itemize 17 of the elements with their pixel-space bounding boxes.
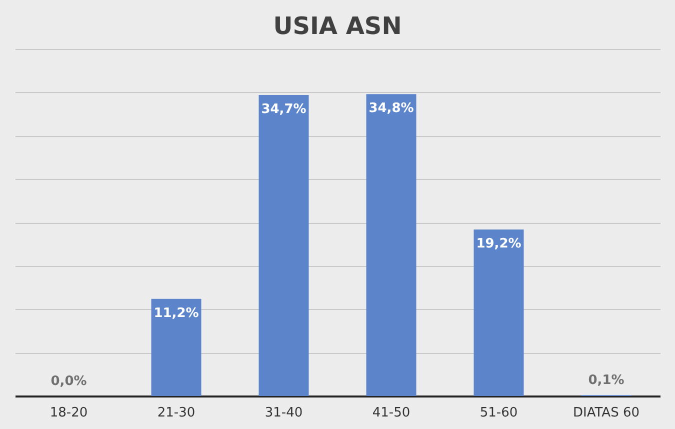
chart-title: USIA ASN [273, 12, 402, 40]
bar [151, 298, 202, 396]
x-tick-label: 51-60 [480, 406, 518, 420]
x-tick-label: 18-20 [50, 406, 88, 420]
bar [258, 94, 309, 396]
x-tick-label: 21-30 [157, 406, 196, 420]
bar [474, 229, 524, 396]
data-label: 34,8% [368, 101, 414, 116]
data-label: 34,7% [261, 102, 306, 117]
data-label: 0,0% [50, 374, 87, 389]
x-tick-label: 31-40 [264, 406, 303, 420]
data-label: 11,2% [154, 306, 199, 321]
bar [366, 94, 416, 396]
data-label: 19,2% [476, 236, 522, 252]
x-tick-label: 41-50 [372, 406, 410, 420]
data-label: 0,1% [588, 373, 624, 388]
x-tick-label: DIATAS 60 [573, 406, 640, 420]
